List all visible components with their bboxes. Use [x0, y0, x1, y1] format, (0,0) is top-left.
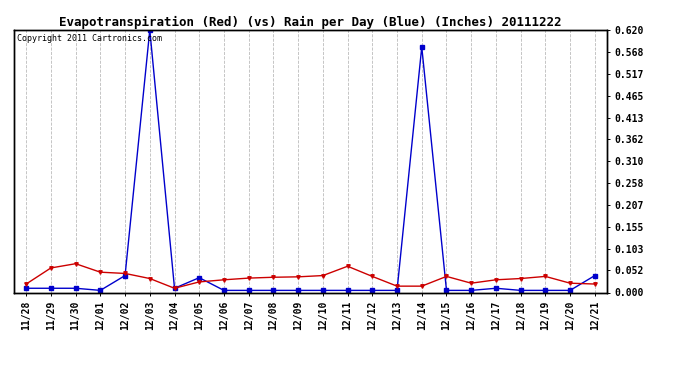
Text: Copyright 2011 Cartronics.com: Copyright 2011 Cartronics.com [17, 34, 161, 43]
Title: Evapotranspiration (Red) (vs) Rain per Day (Blue) (Inches) 20111222: Evapotranspiration (Red) (vs) Rain per D… [59, 16, 562, 29]
